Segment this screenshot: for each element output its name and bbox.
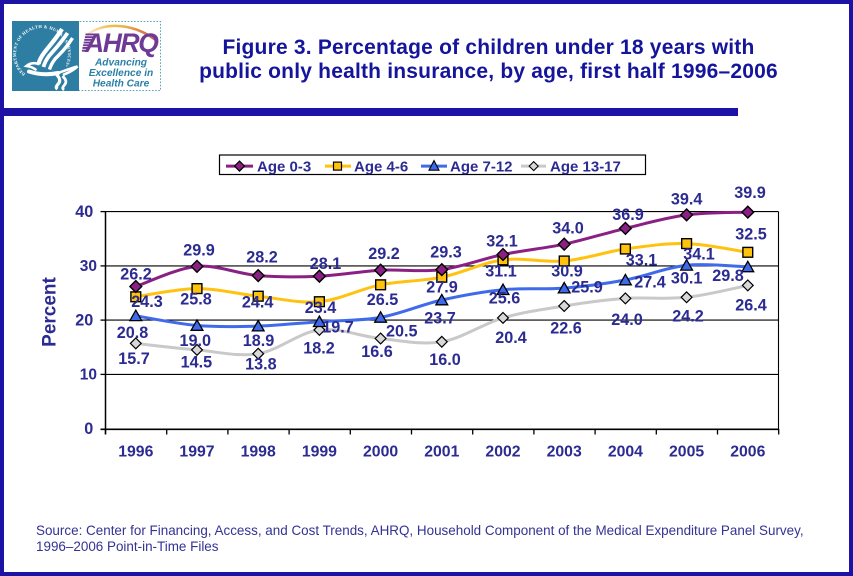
svg-text:36.9: 36.9 — [612, 206, 644, 224]
svg-text:Advancing: Advancing — [94, 58, 148, 69]
svg-text:29.3: 29.3 — [430, 244, 462, 262]
svg-text:29.8: 29.8 — [712, 267, 744, 285]
svg-text:22.6: 22.6 — [550, 319, 582, 337]
svg-text:33.1: 33.1 — [626, 251, 658, 269]
svg-text:32.1: 32.1 — [486, 232, 518, 250]
svg-text:2003: 2003 — [547, 444, 582, 461]
svg-text:2000: 2000 — [363, 444, 398, 461]
svg-text:34.1: 34.1 — [683, 245, 715, 263]
svg-text:31.1: 31.1 — [485, 262, 517, 280]
svg-text:30.9: 30.9 — [551, 262, 583, 280]
svg-text:26.2: 26.2 — [120, 266, 152, 284]
svg-text:27.9: 27.9 — [426, 279, 458, 297]
svg-text:1998: 1998 — [241, 444, 276, 461]
svg-text:39.4: 39.4 — [671, 190, 703, 208]
svg-text:24.4: 24.4 — [242, 293, 274, 311]
svg-text:28.1: 28.1 — [310, 255, 342, 273]
svg-text:28.2: 28.2 — [246, 248, 278, 266]
svg-text:18.2: 18.2 — [303, 340, 335, 358]
svg-text:13.8: 13.8 — [245, 356, 277, 374]
svg-text:19.7: 19.7 — [322, 318, 354, 336]
svg-text:1997: 1997 — [179, 444, 214, 461]
svg-text:2006: 2006 — [730, 444, 765, 461]
svg-text:29.9: 29.9 — [183, 241, 215, 259]
svg-text:1996: 1996 — [118, 444, 153, 461]
svg-text:19.0: 19.0 — [180, 332, 212, 350]
svg-text:23.7: 23.7 — [424, 309, 456, 327]
svg-text:2004: 2004 — [608, 444, 643, 461]
svg-text:34.0: 34.0 — [552, 219, 584, 237]
svg-text:20.4: 20.4 — [495, 329, 527, 347]
svg-text:25.9: 25.9 — [571, 278, 603, 296]
svg-text:26.4: 26.4 — [735, 296, 767, 314]
svg-text:2001: 2001 — [424, 444, 459, 461]
svg-text:Age 7-12: Age 7-12 — [450, 158, 513, 175]
svg-text:Percent: Percent — [40, 276, 61, 346]
svg-text:15.7: 15.7 — [118, 350, 150, 368]
svg-text:30: 30 — [80, 258, 97, 275]
svg-text:10: 10 — [80, 367, 97, 384]
svg-text:24.3: 24.3 — [131, 293, 163, 311]
svg-text:40: 40 — [75, 203, 93, 221]
svg-text:18.9: 18.9 — [243, 332, 275, 350]
svg-text:30.1: 30.1 — [671, 269, 703, 287]
svg-text:2002: 2002 — [485, 444, 520, 461]
svg-text:26.5: 26.5 — [367, 291, 399, 309]
svg-text:27.4: 27.4 — [634, 273, 666, 291]
svg-text:29.2: 29.2 — [368, 245, 400, 263]
svg-text:25.6: 25.6 — [489, 289, 521, 307]
svg-text:24.2: 24.2 — [672, 307, 704, 325]
svg-text:Age 13-17: Age 13-17 — [550, 158, 621, 175]
svg-text:1999: 1999 — [302, 444, 337, 461]
svg-text:20: 20 — [75, 311, 93, 329]
svg-text:20.8: 20.8 — [117, 324, 149, 342]
svg-text:Health Care: Health Care — [93, 78, 150, 89]
svg-text:25.8: 25.8 — [180, 291, 212, 309]
svg-text:16.0: 16.0 — [429, 351, 461, 369]
svg-text:Age 4-6: Age 4-6 — [354, 158, 408, 175]
svg-text:14.5: 14.5 — [181, 353, 213, 371]
svg-text:20.5: 20.5 — [386, 323, 418, 341]
svg-text:16.6: 16.6 — [361, 343, 393, 361]
svg-text:AHRQ: AHRQ — [84, 28, 159, 58]
svg-text:24.0: 24.0 — [611, 311, 643, 329]
svg-text:23.4: 23.4 — [305, 299, 337, 317]
svg-text:39.9: 39.9 — [734, 184, 766, 202]
svg-text:0: 0 — [84, 420, 93, 438]
svg-text:2005: 2005 — [669, 444, 704, 461]
svg-text:Age 0-3: Age 0-3 — [257, 158, 311, 175]
svg-text:Excellence in: Excellence in — [89, 68, 154, 79]
svg-text:32.5: 32.5 — [735, 225, 767, 243]
